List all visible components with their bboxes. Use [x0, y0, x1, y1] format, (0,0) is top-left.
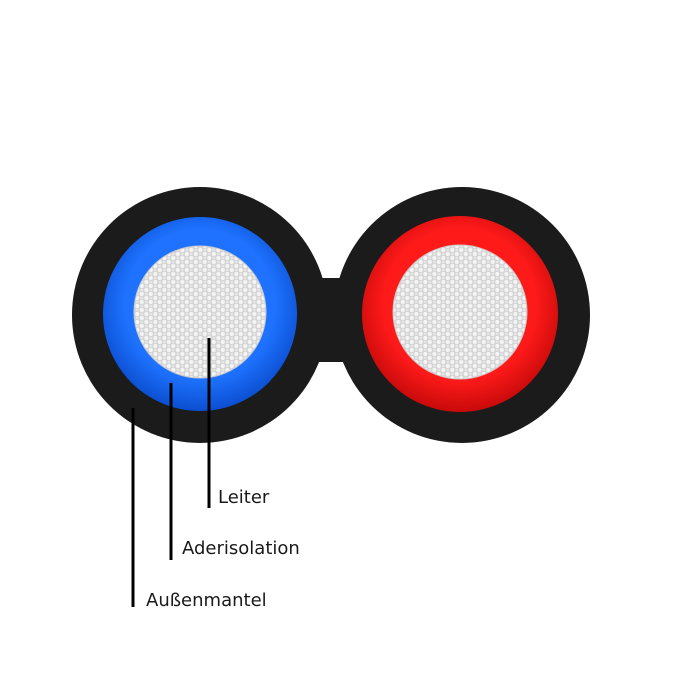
conductor-left [133, 245, 267, 379]
label-outer-sheath: Außenmantel [146, 590, 267, 611]
label-conductor: Leiter [218, 487, 270, 508]
label-core-insulation: Aderisolation [182, 538, 300, 559]
conductor-right [392, 244, 528, 380]
